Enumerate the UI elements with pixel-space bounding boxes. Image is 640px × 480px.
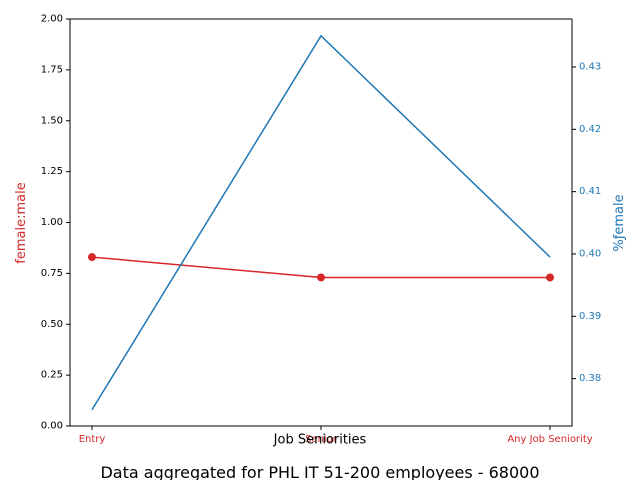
left-y-tick-label: 0.00 <box>41 421 63 432</box>
data-point-left <box>88 253 96 262</box>
left-y-tick-label: 1.75 <box>41 64 63 75</box>
x-axis: Entry Senior Any Job Seniority <box>79 426 593 445</box>
left-y-tick-label: 0.50 <box>41 319 63 330</box>
right-y-tick-label: 0.43 <box>579 61 601 72</box>
data-point-left <box>317 273 325 282</box>
left-y-axis: 0.00 0.25 0.50 0.75 1.00 1.25 1.50 1.75 2.00 <box>41 14 70 432</box>
left-y-tick-label: 1.25 <box>41 166 63 177</box>
right-y-axis: 0.38 0.39 0.40 0.41 0.42 0.43 <box>572 61 601 384</box>
series-line-right <box>91 34 551 411</box>
x-tick-label: Entry <box>79 434 106 445</box>
right-y-tick-label: 0.39 <box>579 311 601 322</box>
right-y-tick-label: 0.42 <box>579 124 601 135</box>
data-point-left <box>546 273 554 282</box>
right-axis-title: %ƒemale <box>612 194 627 251</box>
right-y-tick-label: 0.38 <box>579 373 601 384</box>
plot-frame <box>69 18 573 427</box>
x-axis-title: Job Seniorities <box>273 432 367 447</box>
left-y-tick-label: 0.25 <box>41 370 63 381</box>
left-axis-title: female:male <box>14 182 29 263</box>
chart-caption: Data aggregated for PHL IT 51-200 employ… <box>100 463 539 480</box>
left-y-tick-label: 0.75 <box>41 268 63 279</box>
left-y-tick-label: 2.00 <box>41 14 63 25</box>
right-y-tick-label: 0.40 <box>579 248 601 259</box>
x-tick-label: Any Job Seniority <box>507 434 592 445</box>
left-y-tick-label: 1.50 <box>41 115 63 126</box>
x-tick-label: Senior <box>305 434 338 445</box>
right-y-tick-label: 0.41 <box>579 186 601 197</box>
plot-area <box>88 34 554 411</box>
left-y-tick-label: 1.00 <box>41 217 63 228</box>
